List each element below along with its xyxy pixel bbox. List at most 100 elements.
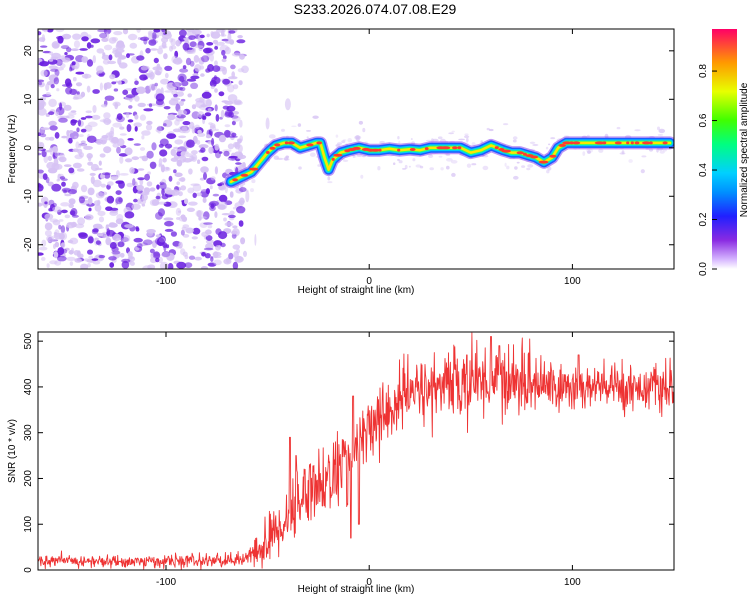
noise-blob bbox=[215, 245, 221, 251]
noise-blob bbox=[128, 105, 133, 109]
noise-blob bbox=[224, 124, 231, 128]
ridge-core bbox=[538, 160, 549, 164]
ridge-core bbox=[269, 146, 276, 150]
noise-blob bbox=[204, 112, 212, 117]
noise-blob bbox=[212, 39, 219, 45]
noise-blob bbox=[210, 31, 221, 39]
noise-blob bbox=[101, 172, 111, 176]
noise-blob bbox=[38, 169, 44, 174]
noise-blob bbox=[188, 168, 193, 175]
noise-blob bbox=[155, 234, 161, 238]
spectrogram-frame bbox=[37, 28, 675, 270]
noise-blob bbox=[161, 188, 165, 196]
noise-blob bbox=[46, 263, 50, 268]
noise-blob bbox=[159, 149, 168, 157]
snr-series-line bbox=[38, 332, 674, 570]
noise-blob bbox=[108, 222, 118, 228]
noise-blob bbox=[80, 184, 88, 193]
noise-blob bbox=[66, 47, 72, 53]
noise-blob bbox=[71, 61, 76, 66]
noise-blob bbox=[51, 52, 61, 59]
noise-blob bbox=[397, 158, 400, 161]
noise-blob bbox=[115, 196, 123, 205]
noise-blob bbox=[105, 237, 112, 246]
ridge-core bbox=[594, 141, 605, 145]
noise-blob bbox=[393, 162, 396, 165]
ridge-core bbox=[452, 146, 458, 150]
noise-blob bbox=[238, 220, 244, 227]
noise-blob bbox=[125, 94, 136, 98]
noise-blob bbox=[218, 185, 227, 191]
noise-blob bbox=[192, 227, 201, 235]
ridge-core bbox=[316, 141, 323, 145]
noise-blob bbox=[56, 157, 64, 160]
noise-blob bbox=[149, 48, 158, 51]
noise-blob bbox=[44, 213, 54, 220]
noise-blob bbox=[163, 106, 171, 110]
noise-blob bbox=[190, 75, 200, 80]
noise-blob bbox=[176, 159, 183, 167]
noise-blob bbox=[50, 68, 59, 72]
noise-blob bbox=[377, 166, 381, 171]
noise-blob bbox=[545, 146, 549, 150]
noise-blob bbox=[44, 201, 48, 205]
noise-blob bbox=[46, 235, 54, 242]
ridge-core bbox=[602, 141, 607, 145]
noise-blob bbox=[98, 73, 105, 78]
noise-blob bbox=[71, 65, 78, 69]
noise-blob bbox=[201, 114, 206, 120]
noise-blob bbox=[38, 183, 44, 192]
noise-blob bbox=[214, 104, 218, 112]
noise-blob bbox=[209, 124, 216, 132]
noise-blob bbox=[174, 149, 182, 152]
noise-blob bbox=[107, 60, 117, 65]
noise-blob bbox=[161, 251, 171, 258]
noise-blob bbox=[186, 207, 195, 212]
noise-blob bbox=[341, 140, 346, 144]
noise-blob bbox=[131, 203, 141, 210]
noise-blob bbox=[188, 255, 196, 260]
noise-blob bbox=[419, 165, 424, 169]
noise-blob bbox=[91, 114, 101, 120]
noise-blob bbox=[106, 228, 111, 237]
y-tick-label: 0 bbox=[23, 145, 34, 151]
noise-blob bbox=[116, 113, 123, 120]
noise-blob bbox=[191, 104, 197, 110]
noise-blob bbox=[108, 256, 117, 261]
noise-blob bbox=[192, 192, 197, 198]
noise-blob bbox=[222, 55, 227, 60]
noise-blob bbox=[208, 146, 214, 154]
noise-blob bbox=[232, 115, 241, 122]
noise-blob bbox=[215, 114, 220, 122]
noise-blob bbox=[237, 144, 243, 153]
noise-blob bbox=[118, 153, 128, 157]
noise-blob bbox=[123, 235, 131, 242]
noise-blob bbox=[144, 173, 151, 181]
noise-blob bbox=[102, 52, 106, 57]
noise-blob bbox=[184, 198, 189, 205]
ridge-core bbox=[333, 153, 343, 157]
noise-blob bbox=[205, 135, 212, 139]
noise-blob bbox=[100, 183, 107, 188]
noise-blob bbox=[151, 31, 157, 41]
noise-blob bbox=[126, 182, 134, 188]
noise-blob bbox=[231, 230, 238, 235]
noise-blob bbox=[179, 68, 189, 73]
noise-blob bbox=[529, 141, 536, 144]
noise-blob bbox=[194, 64, 202, 72]
ridge-core bbox=[630, 141, 634, 145]
noise-blob bbox=[210, 256, 214, 263]
noise-blob bbox=[231, 52, 242, 57]
noise-blob bbox=[92, 89, 100, 94]
noise-blob bbox=[125, 88, 133, 91]
noise-blob bbox=[58, 117, 68, 123]
ridge-core bbox=[558, 143, 566, 147]
noise-blob bbox=[164, 65, 173, 71]
noise-blob bbox=[657, 126, 660, 131]
noise-blob bbox=[38, 132, 41, 136]
noise-blob bbox=[512, 139, 517, 143]
noise-blob bbox=[39, 246, 48, 251]
noise-blob bbox=[66, 256, 76, 261]
noise-blob bbox=[327, 181, 333, 184]
noise-blob bbox=[240, 237, 246, 245]
